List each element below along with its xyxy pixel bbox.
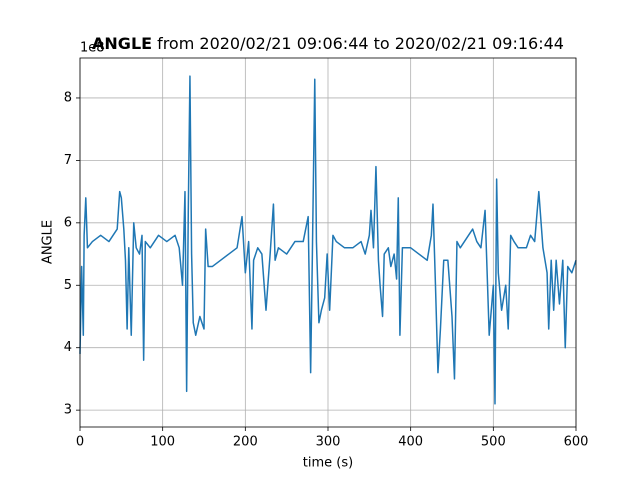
x-tick-label: 500	[481, 435, 506, 450]
y-tick-label: 7	[64, 153, 72, 168]
data-line	[79, 75, 577, 405]
y-tick-label: 8	[64, 90, 72, 105]
y-tick-label: 3	[64, 403, 72, 418]
x-tick-label: 300	[316, 435, 341, 450]
x-tick-label: 600	[564, 435, 589, 450]
y-axis-label: ANGLE	[41, 220, 56, 264]
chart-title: ANGLE from 2020/02/21 09:06:44 to 2020/02…	[92, 34, 564, 53]
x-tick-label: 0	[76, 435, 84, 450]
y-tick-label: 5	[64, 278, 72, 293]
y-tick-label: 4	[64, 340, 72, 355]
y-offset-label: 1e8	[80, 41, 105, 56]
x-tick-label: 200	[233, 435, 258, 450]
title-prefix: ANGLE	[92, 34, 152, 53]
y-tick-label: 6	[64, 215, 72, 230]
x-tick-label: 100	[150, 435, 175, 450]
x-tick-label: 400	[398, 435, 423, 450]
plot-area	[79, 58, 577, 427]
title-rest: from 2020/02/21 09:06:44 to 2020/02/21 0…	[157, 34, 564, 53]
x-axis-label: time (s)	[303, 456, 353, 471]
